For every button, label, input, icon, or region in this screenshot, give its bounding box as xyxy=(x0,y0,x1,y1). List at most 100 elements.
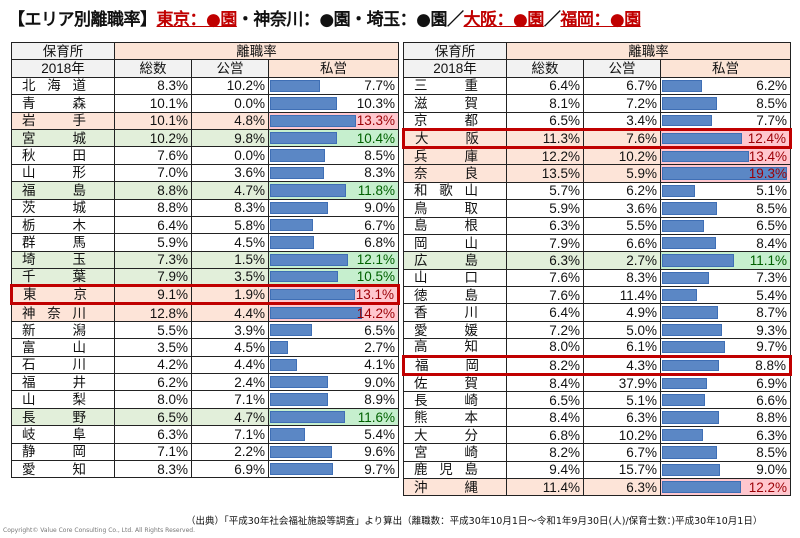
total-rate: 6.4% xyxy=(506,303,584,322)
table-row: 香川 6.4% 4.9% 8.7% xyxy=(403,303,791,322)
private-rate-cell: 6.5% xyxy=(660,216,791,235)
table-row: 宮崎 8.2% 6.7% 8.5% xyxy=(403,443,791,462)
private-rate-bar xyxy=(270,149,326,162)
public-rate: 0.0% xyxy=(191,94,269,113)
public-rate: 10.2% xyxy=(583,425,661,445)
table-row: 秋田 7.6% 0.0% 8.5% xyxy=(11,146,399,165)
private-rate-cell: 8.5% xyxy=(660,94,791,113)
table-row: 高知 8.0% 6.1% 9.7% xyxy=(403,338,791,357)
private-rate: 5.4% xyxy=(364,426,395,442)
private-rate-cell: 11.8% xyxy=(268,181,399,200)
prefecture-name: 山形 xyxy=(11,163,115,183)
total-rate: 3.5% xyxy=(114,338,192,357)
private-rate-cell: 6.7% xyxy=(268,215,399,235)
total-rate: 6.8% xyxy=(506,425,584,445)
total-rate: 7.6% xyxy=(114,146,192,165)
private-rate-cell: 9.7% xyxy=(268,459,399,479)
public-rate: 0.0% xyxy=(191,146,269,165)
private-rate-cell: 2.7% xyxy=(268,338,399,357)
public-rate: 1.5% xyxy=(191,250,269,270)
private-rate-bar xyxy=(662,97,718,110)
private-rate-cell: 8.3% xyxy=(268,163,399,183)
total-rate: 6.5% xyxy=(114,407,192,427)
private-rate-cell: 12.2% xyxy=(660,477,791,497)
table-row: 長野 6.5% 4.7% 11.6% xyxy=(11,407,399,427)
public-rate: 5.8% xyxy=(191,215,269,235)
private-rate-bar xyxy=(662,463,721,476)
public-rate: 3.6% xyxy=(191,163,269,183)
private-rate-bar xyxy=(662,359,719,371)
private-rate-bar xyxy=(270,307,362,319)
header-facility: 保育所 xyxy=(403,41,507,61)
prefecture-name: 香川 xyxy=(403,303,507,322)
prefecture-name: 和歌山 xyxy=(403,181,507,201)
total-rate: 7.9% xyxy=(506,233,584,253)
total-rate: 6.3% xyxy=(506,251,584,270)
public-rate: 10.2% xyxy=(583,146,661,166)
private-rate-bar xyxy=(662,150,749,163)
private-rate-bar xyxy=(662,480,741,494)
private-rate: 6.5% xyxy=(364,322,395,338)
private-rate-cell: 11.1% xyxy=(660,251,791,270)
private-rate-cell: 4.1% xyxy=(268,355,399,375)
prefecture-name: 静岡 xyxy=(11,442,115,461)
total-rate: 7.6% xyxy=(506,268,584,288)
public-rate: 3.4% xyxy=(583,111,661,130)
header-private: 私営 xyxy=(660,59,791,78)
header-total: 総数 xyxy=(506,59,584,78)
private-rate: 11.6% xyxy=(357,409,395,425)
private-rate: 8.5% xyxy=(756,95,787,111)
public-rate: 37.9% xyxy=(583,373,661,393)
prefecture-name: 宮城 xyxy=(11,128,115,148)
total-rate: 11.4% xyxy=(506,477,584,497)
table-row: 石川 4.2% 4.4% 4.1% xyxy=(11,355,399,375)
prefecture-name: 鹿児島 xyxy=(403,460,507,479)
prefecture-name: 長野 xyxy=(11,407,115,427)
table-row: 北海道 8.3% 10.2% 7.7% xyxy=(11,76,399,96)
private-rate-cell: 9.0% xyxy=(268,198,399,217)
source-note: （出典）「平成30年社会福祉施設等調査」より算出（離職数：平成30年10月1日～… xyxy=(186,516,763,527)
table-row: 埼玉 7.3% 1.5% 12.1% xyxy=(11,250,399,270)
prefecture-name: 埼玉 xyxy=(11,250,115,270)
private-rate-cell: 8.5% xyxy=(268,146,399,165)
private-rate-bar xyxy=(270,393,328,406)
total-rate: 10.1% xyxy=(114,111,192,130)
private-rate-cell: 5.1% xyxy=(660,181,791,201)
private-rate-bar xyxy=(662,254,734,267)
private-rate-cell: 14.2% xyxy=(268,303,399,322)
public-rate: 4.3% xyxy=(583,354,661,376)
private-rate-cell: 6.2% xyxy=(660,76,791,96)
private-rate: 7.7% xyxy=(756,112,787,128)
prefecture-name: 福井 xyxy=(11,373,115,392)
public-rate: 10.2% xyxy=(191,76,269,96)
prefecture-name: 滋賀 xyxy=(403,94,507,113)
prefecture-name: 徳島 xyxy=(403,286,507,305)
total-rate: 6.3% xyxy=(506,216,584,235)
total-rate: 7.6% xyxy=(506,286,584,305)
prefecture-name: 広島 xyxy=(403,251,507,270)
private-rate: 8.5% xyxy=(364,148,395,164)
prefecture-name: 石川 xyxy=(11,355,115,375)
table-row: 千葉 7.9% 3.5% 10.5% xyxy=(11,268,399,287)
private-rate: 8.3% xyxy=(364,165,395,181)
prefecture-name: 山梨 xyxy=(11,390,115,409)
table-row: 佐賀 8.4% 37.9% 6.9% xyxy=(403,373,791,393)
table-row: 富山 3.5% 4.5% 2.7% xyxy=(11,338,399,357)
private-rate: 10.5% xyxy=(356,269,395,285)
table-row: 栃木 6.4% 5.8% 6.7% xyxy=(11,215,399,235)
table-row: 愛媛 7.2% 5.0% 9.3% xyxy=(403,320,791,340)
public-rate: 4.5% xyxy=(191,338,269,357)
public-rate: 1.9% xyxy=(191,284,269,306)
private-rate-cell: 5.4% xyxy=(268,425,399,444)
total-rate: 7.3% xyxy=(114,250,192,270)
prefecture-name: 新潟 xyxy=(11,320,115,340)
right-table: 保育所 離職率 2018年 総数 公営 私営 三重 6.4% 6.7% 6.2% 滋賀 8… xyxy=(402,41,792,497)
table-row: 静岡 7.1% 2.2% 9.6% xyxy=(11,442,399,461)
private-rate-cell: 9.3% xyxy=(660,320,791,340)
table-row: 奈良 13.5% 5.9% 19.3% xyxy=(403,164,791,183)
private-rate-bar xyxy=(270,236,314,249)
prefecture-name: 大阪 xyxy=(402,127,507,149)
total-rate: 6.2% xyxy=(114,373,192,392)
private-rate-bar xyxy=(662,79,703,93)
private-rate-bar xyxy=(662,114,712,126)
